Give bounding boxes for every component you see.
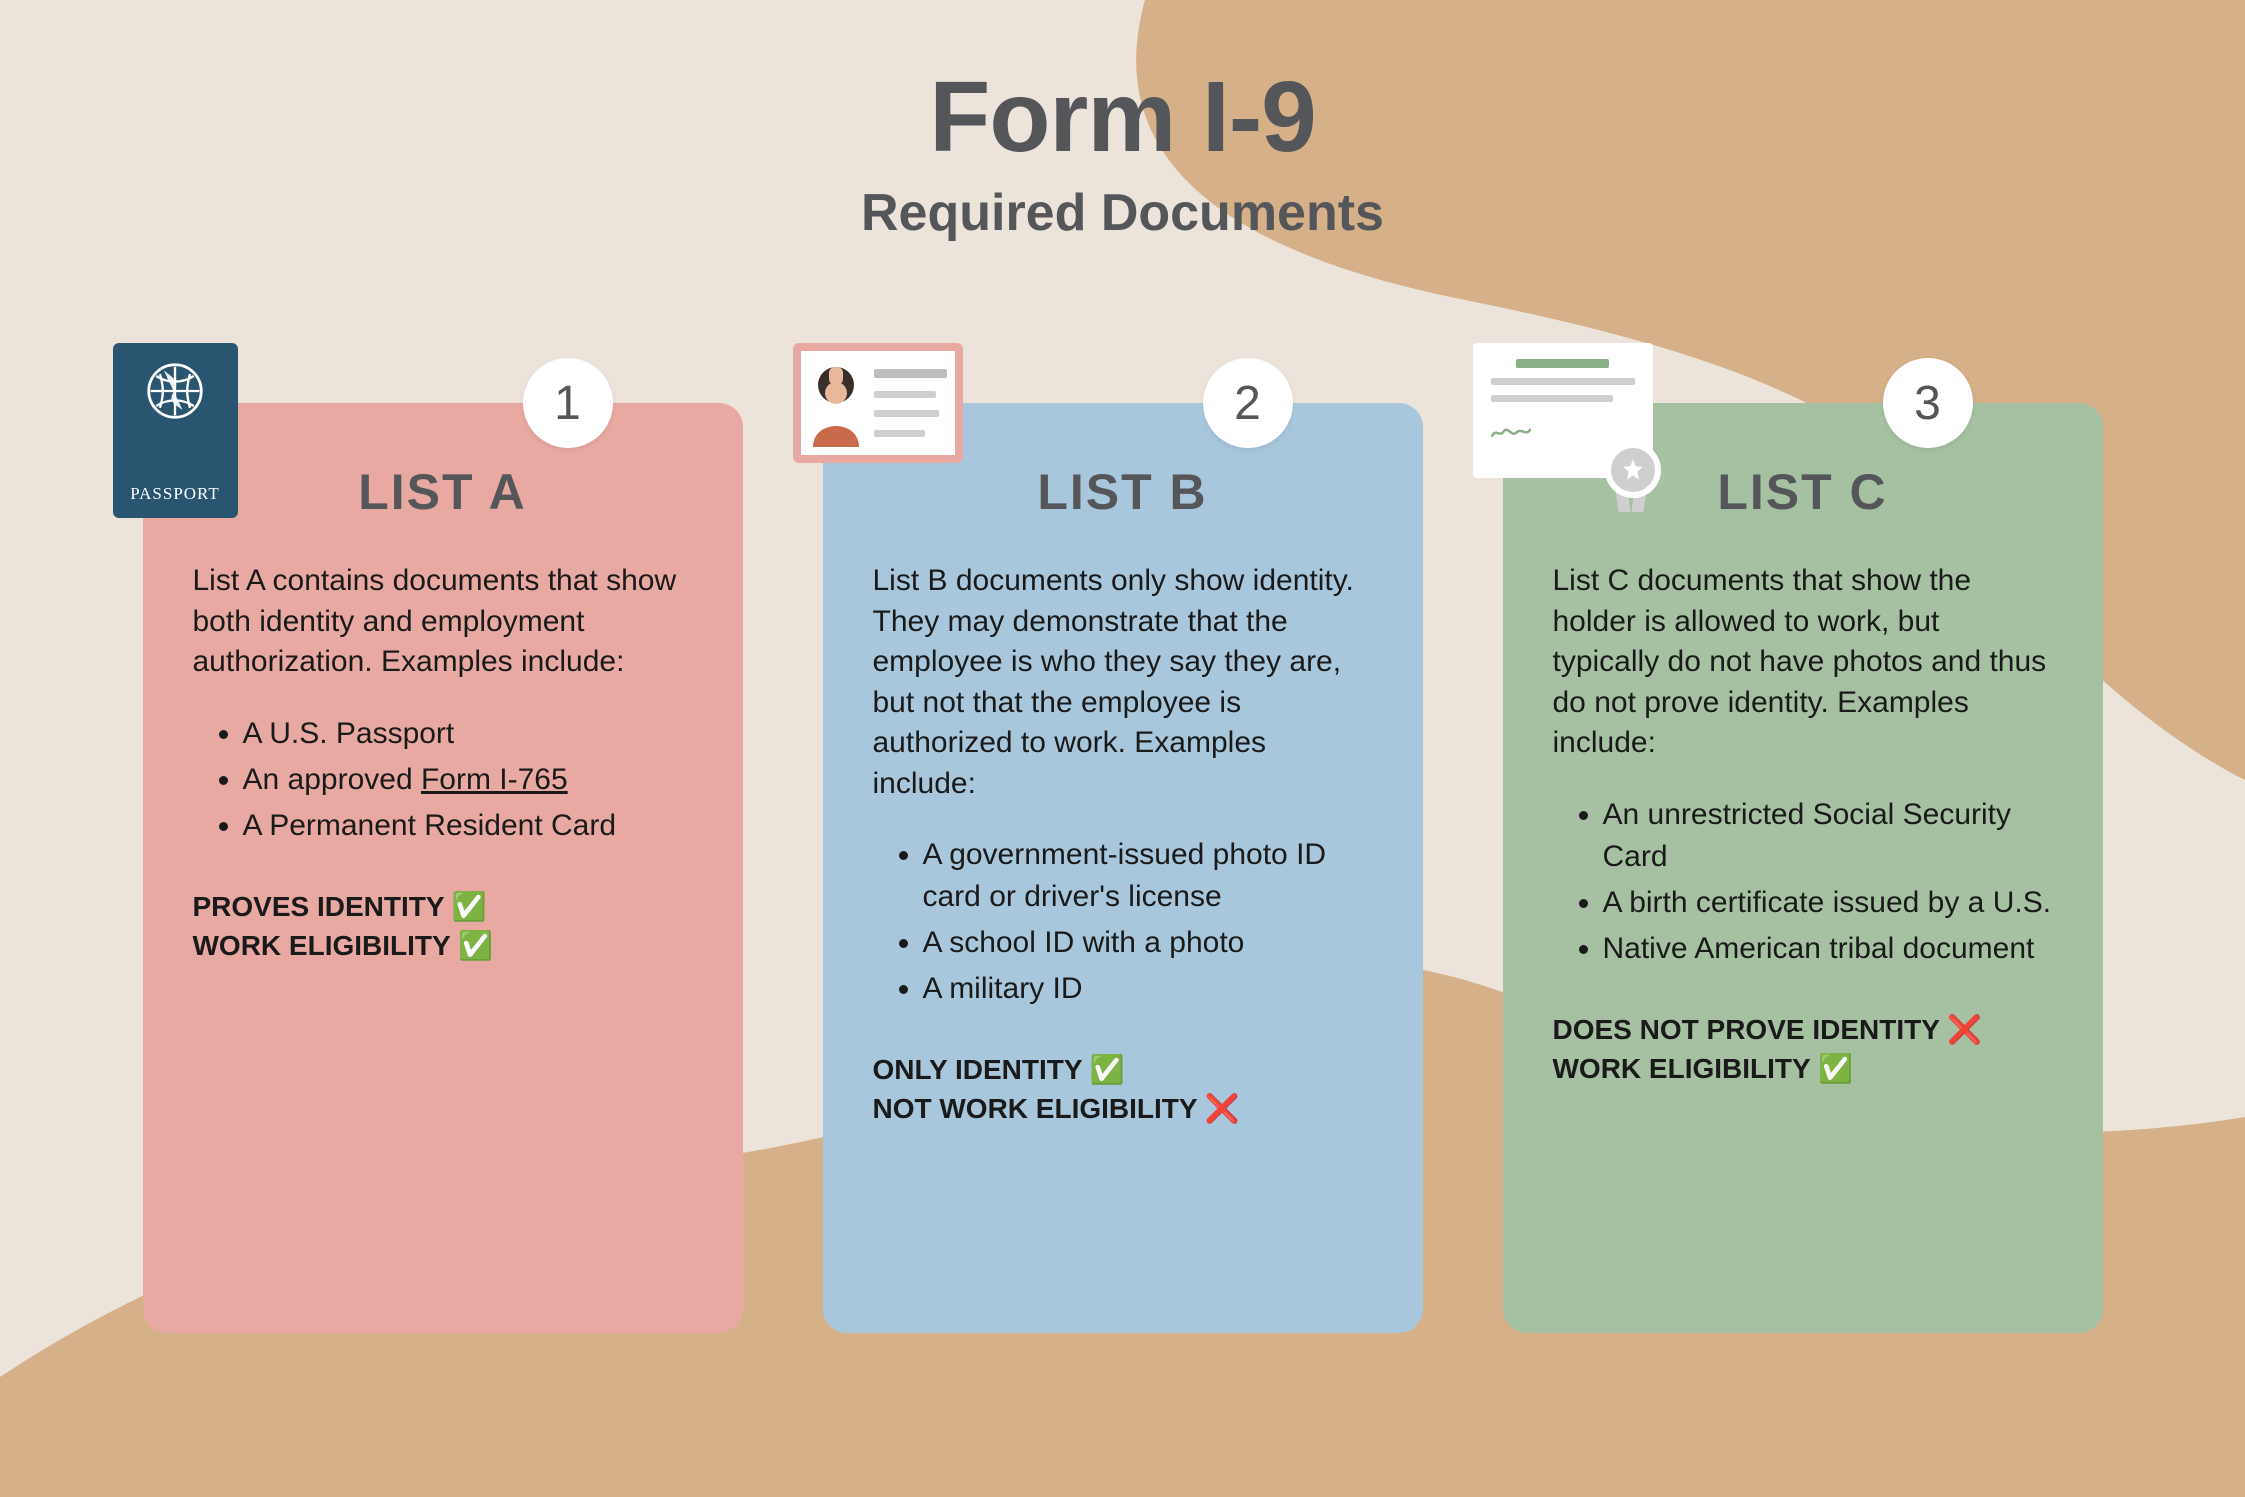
check-icon: ✅	[452, 891, 487, 922]
status-identity-a: PROVES IDENTITY ✅	[193, 887, 693, 926]
list-item: An approved Form I-765	[243, 759, 693, 801]
card-list-b: 2 LIST B List B documents only show iden…	[823, 403, 1423, 1333]
globe-icon	[145, 361, 205, 421]
list-item: A Permanent Resident Card	[243, 805, 693, 847]
list-item: A school ID with a photo	[923, 922, 1373, 964]
main-title: Form I-9	[0, 60, 2245, 175]
list-item: An unrestricted Social Security Card	[1603, 794, 2053, 878]
seal-icon	[1605, 442, 1661, 498]
card-list-a-items: A U.S. Passport An approved Form I-765 A…	[193, 713, 693, 847]
card-badge-2: 2	[1203, 358, 1293, 448]
list-item: Native American tribal document	[1603, 928, 2053, 970]
person-icon	[809, 359, 864, 447]
status-work-b: NOT WORK ELIGIBILITY ❌	[873, 1089, 1373, 1128]
card-desc-b: List B documents only show identity. The…	[873, 561, 1373, 804]
check-icon: ✅	[1090, 1054, 1125, 1085]
status-identity-b: ONLY IDENTITY ✅	[873, 1050, 1373, 1089]
check-icon: ✅	[1818, 1053, 1853, 1084]
card-badge-1: 1	[523, 358, 613, 448]
passport-label: PASSPORT	[130, 484, 220, 504]
id-card-icon	[793, 343, 963, 463]
check-icon: ✅	[458, 930, 493, 961]
form-i765-link[interactable]: Form I-765	[421, 763, 568, 796]
list-item: A birth certificate issued by a U.S.	[1603, 882, 2053, 924]
list-item: A military ID	[923, 968, 1373, 1010]
card-list-c: 3 LIST C List C documents that show the …	[1503, 403, 2103, 1333]
status-identity-c: DOES NOT PROVE IDENTITY ❌	[1553, 1010, 2053, 1049]
card-list-c-items: An unrestricted Social Security Card A b…	[1553, 794, 2053, 970]
card-desc-c: List C documents that show the holder is…	[1553, 561, 2053, 764]
list-item: A U.S. Passport	[243, 713, 693, 755]
card-title-a: LIST A	[193, 463, 693, 521]
status-work-a: WORK ELIGIBILITY ✅	[193, 926, 693, 965]
passport-icon: PASSPORT	[113, 343, 238, 518]
cross-icon: ❌	[1947, 1014, 1982, 1045]
status-work-c: WORK ELIGIBILITY ✅	[1553, 1049, 2053, 1088]
cross-icon: ❌	[1205, 1093, 1240, 1124]
certificate-icon	[1473, 343, 1653, 478]
card-desc-a: List A contains documents that show both…	[193, 561, 693, 683]
page-header: Form I-9 Required Documents	[0, 0, 2245, 243]
cards-row: PASSPORT 1 LIST A List A contains docume…	[0, 403, 2245, 1333]
card-badge-3: 3	[1883, 358, 1973, 448]
card-list-b-items: A government-issued photo ID card or dri…	[873, 834, 1373, 1010]
subtitle: Required Documents	[0, 183, 2245, 243]
list-item: A government-issued photo ID card or dri…	[923, 834, 1373, 918]
card-list-a: PASSPORT 1 LIST A List A contains docume…	[143, 403, 743, 1333]
signature-icon	[1491, 426, 1531, 440]
card-title-b: LIST B	[873, 463, 1373, 521]
